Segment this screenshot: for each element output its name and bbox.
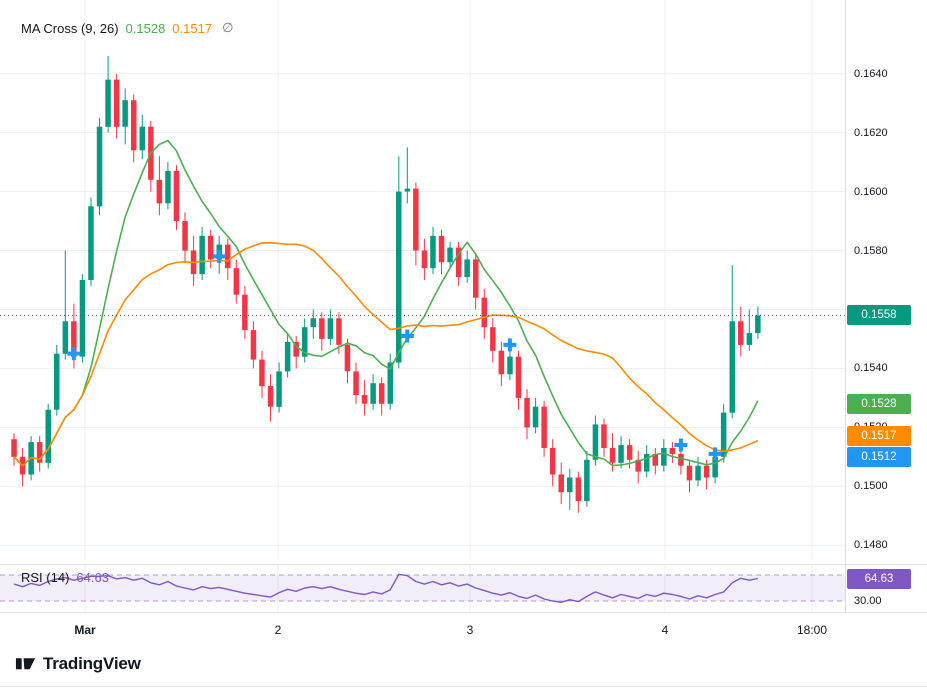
axis-separator <box>0 612 927 613</box>
ma-fast-badge: 0.1528 <box>847 393 911 414</box>
price-pane[interactable]: MA Cross (9, 26) 0.1528 0.1517 ∅ <box>0 0 845 560</box>
price-axis[interactable]: 0.16400.16200.16000.15800.15600.15400.15… <box>845 0 927 612</box>
price-axis-label: 0.1480 <box>854 539 888 552</box>
ma-slow-value: 0.1517 <box>172 20 213 36</box>
tradingview-logo-icon <box>15 658 36 670</box>
price-axis-label: 0.1500 <box>854 480 888 493</box>
rsi-legend[interactable]: RSI (14) 64.63 <box>21 570 109 585</box>
price-axis-label: 0.1620 <box>854 126 888 139</box>
bottom-divider <box>0 686 927 687</box>
price-axis-label: 0.1600 <box>854 185 888 198</box>
indicator-title: MA Cross (9, 26) <box>21 20 119 36</box>
rsi-value-badge: 64.63 <box>847 568 911 589</box>
rsi-axis-label: 30.00 <box>854 595 882 607</box>
blue-price-badge: 0.1512 <box>847 447 911 468</box>
rsi-chart-svg[interactable] <box>0 565 845 612</box>
time-axis-label: Mar <box>74 623 96 637</box>
tradingview-attribution[interactable]: TradingView <box>15 653 141 674</box>
time-axis-label: 3 <box>466 623 474 637</box>
tradingview-logo-text: TradingView <box>43 653 141 673</box>
time-axis-label: 18:00 <box>796 623 828 637</box>
price-axis-label: 0.1540 <box>854 362 888 375</box>
time-axis[interactable]: Mar 2 3 4 18:00 <box>0 612 845 645</box>
ma-cross-legend[interactable]: MA Cross (9, 26) 0.1528 0.1517 ∅ <box>21 20 233 36</box>
rsi-pane[interactable]: RSI (14) 64.63 <box>0 565 845 612</box>
last-price-badge: 0.1558 <box>847 305 911 326</box>
price-axis-label: 0.1640 <box>854 67 888 80</box>
pane-separator[interactable] <box>0 564 927 565</box>
ma-fast-value: 0.1528 <box>125 20 166 36</box>
price-axis-label: 0.1580 <box>854 244 888 257</box>
visibility-icon[interactable]: ∅ <box>222 20 234 35</box>
ma-slow-badge: 0.1517 <box>847 426 911 447</box>
time-axis-label: 2 <box>274 623 282 637</box>
rsi-title: RSI (14) <box>21 570 70 585</box>
time-axis-label: 4 <box>661 623 669 637</box>
rsi-value: 64.63 <box>76 570 109 585</box>
price-chart-svg[interactable] <box>0 0 845 560</box>
